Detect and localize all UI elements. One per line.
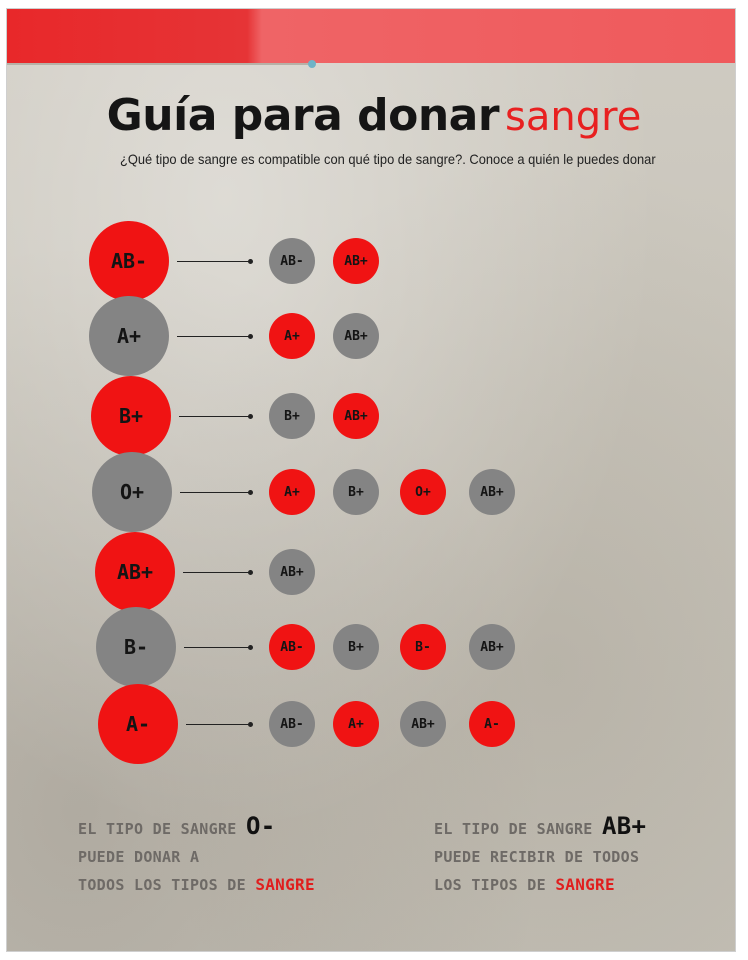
recipient-circle: A- — [469, 701, 515, 747]
note-right-line1: EL TIPO DE SANGRE — [434, 820, 593, 838]
recipient-circle: AB+ — [333, 238, 379, 284]
top-banner — [7, 9, 735, 63]
title-accent: sangre — [505, 94, 642, 140]
recipient-circle: AB+ — [333, 313, 379, 359]
donor-circle: AB+ — [95, 532, 175, 612]
title-main: Guía para donar — [106, 90, 500, 141]
recipient-circle: A+ — [269, 313, 315, 359]
note-left-accent: SANGRE — [255, 875, 315, 894]
note-left-line2: PUEDE DONAR A — [78, 848, 200, 866]
recipient-circle: AB- — [269, 701, 315, 747]
donor-circle: A+ — [89, 296, 169, 376]
note-left-line1-row: EL TIPO DE SANGRE O- — [78, 812, 315, 843]
connector-line — [177, 334, 253, 339]
note-right-accent: SANGRE — [555, 875, 615, 894]
recipient-circle: AB+ — [469, 624, 515, 670]
recipient-circle: AB+ — [400, 701, 446, 747]
recipient-circle: AB- — [269, 624, 315, 670]
connector-line — [184, 645, 253, 650]
connector-line — [180, 490, 253, 495]
connector-line — [179, 414, 253, 419]
recipient-circle: O+ — [400, 469, 446, 515]
recipient-circle: B+ — [333, 624, 379, 670]
recipient-circle: AB+ — [269, 549, 315, 595]
note-right-line3-row: LOS TIPOS DE SANGRE — [434, 871, 646, 899]
banner-dot — [308, 60, 316, 68]
note-left-line1: EL TIPO DE SANGRE — [78, 820, 237, 838]
recipient-circle: B- — [400, 624, 446, 670]
recipient-circle: B+ — [333, 469, 379, 515]
note-right-type: AB+ — [601, 812, 647, 840]
note-left-line3: TODOS LOS TIPOS DE — [78, 876, 246, 894]
connector-line — [177, 259, 253, 264]
connector-line — [186, 722, 253, 727]
recipient-circle: AB- — [269, 238, 315, 284]
note-left-type: O- — [245, 812, 276, 840]
note-right-line1-row: EL TIPO DE SANGRE AB+ — [434, 812, 646, 843]
donor-circle: A- — [98, 684, 178, 764]
recipient-circle: A+ — [269, 469, 315, 515]
donor-circle: B+ — [91, 376, 171, 456]
donor-circle: B- — [96, 607, 176, 687]
note-universal-donor: EL TIPO DE SANGRE O- PUEDE DONAR A TODOS… — [78, 812, 315, 899]
donor-circle: AB- — [89, 221, 169, 301]
note-right-line3: LOS TIPOS DE — [434, 876, 546, 894]
recipient-circle: AB+ — [333, 393, 379, 439]
recipient-circle: AB+ — [469, 469, 515, 515]
recipient-circle: B+ — [269, 393, 315, 439]
donor-circle: O+ — [92, 452, 172, 532]
note-right-line2: PUEDE RECIBIR DE TODOS — [434, 848, 640, 866]
note-universal-recipient: EL TIPO DE SANGRE AB+ PUEDE RECIBIR DE T… — [434, 812, 646, 899]
connector-line — [183, 570, 253, 575]
page-title: Guía para donar sangre — [0, 90, 748, 141]
recipient-circle: A+ — [333, 701, 379, 747]
page-subtitle: ¿Qué tipo de sangre es compatible con qu… — [120, 151, 656, 167]
banner-rule — [7, 63, 312, 65]
note-left-line3-row: TODOS LOS TIPOS DE SANGRE — [78, 871, 315, 899]
